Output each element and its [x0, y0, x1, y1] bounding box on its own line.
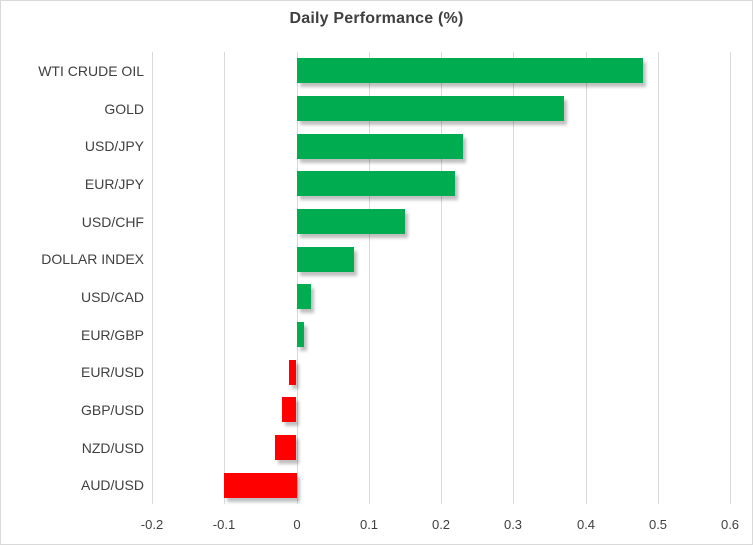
x-axis-tick-label-0.5: 0.5 — [648, 517, 668, 532]
bar-wti-crude-oil — [296, 58, 644, 84]
x-axis-tick-label--0.2: -0.2 — [140, 517, 164, 532]
gridline-0.1 — [369, 52, 370, 504]
category-label-gbp-usd: GBP/USD — [80, 401, 144, 418]
bar-dollar-index — [296, 246, 355, 272]
bar-nzd-usd — [274, 435, 297, 460]
x-axis-tick-label-0.6: 0.6 — [720, 517, 740, 532]
gridline--0.2 — [152, 52, 153, 504]
x-axis-tick-label-0.3: 0.3 — [503, 517, 523, 532]
bar-usd-jpy — [296, 133, 463, 159]
category-label-dollar-index: DOLLAR INDEX — [41, 251, 144, 268]
bar-gold — [296, 96, 564, 121]
x-axis-tick-label-0: 0 — [293, 517, 301, 532]
chart-title: Daily Performance (%) — [289, 10, 464, 27]
gridline-0.2 — [441, 52, 442, 504]
category-label-eur-usd: EUR/USD — [80, 364, 144, 381]
category-label-usd-chf: USD/CHF — [81, 213, 144, 230]
gridline-0.5 — [658, 52, 659, 504]
bar-gbp-usd — [282, 397, 297, 423]
bar-eur-gbp — [296, 322, 304, 347]
category-label-eur-jpy: EUR/JPY — [84, 175, 144, 192]
gridline-0.3 — [513, 52, 514, 504]
category-label-wti-crude-oil: WTI CRUDE OIL — [38, 62, 144, 79]
gridline-0.4 — [586, 52, 587, 504]
bar-eur-usd — [289, 359, 297, 385]
gridline-0.6 — [730, 52, 731, 504]
x-axis-tick-label-0.1: 0.1 — [359, 517, 379, 532]
category-label-usd-jpy: USD/JPY — [84, 138, 144, 155]
category-label-gold: GOLD — [104, 100, 144, 117]
gridline-0 — [297, 52, 298, 504]
category-label-usd-cad: USD/CAD — [80, 288, 144, 305]
bar-usd-cad — [296, 284, 311, 310]
x-axis-tick-label--0.1: -0.1 — [212, 517, 236, 532]
gridline--0.1 — [224, 52, 225, 504]
category-label-nzd-usd: NZD/USD — [81, 439, 144, 456]
category-label-aud-usd: AUD/USD — [80, 477, 144, 494]
bar-aud-usd — [224, 472, 297, 498]
x-axis-tick-label-0.4: 0.4 — [576, 517, 596, 532]
x-axis-tick-label-0.2: 0.2 — [431, 517, 451, 532]
bar-eur-jpy — [296, 171, 456, 197]
bar-usd-chf — [296, 209, 405, 234]
category-label-eur-gbp: EUR/GBP — [80, 326, 144, 343]
